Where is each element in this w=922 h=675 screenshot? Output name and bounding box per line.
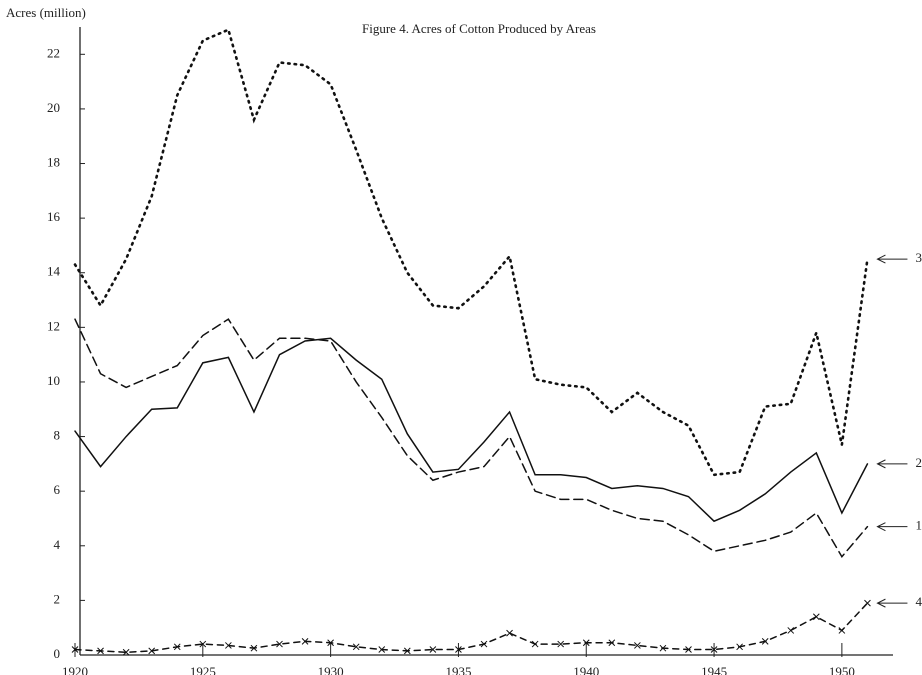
y-tick-label: 10 [47, 373, 60, 388]
x-tick-label: 1925 [190, 664, 216, 675]
chart-title: Figure 4. Acres of Cotton Produced by Ar… [362, 21, 596, 36]
y-tick-label: 2 [54, 591, 61, 606]
series-label: 2 [915, 455, 922, 470]
cross-marker [582, 639, 590, 647]
cross-marker [352, 643, 360, 651]
cross-marker [736, 643, 743, 651]
y-tick-label: 0 [54, 646, 61, 661]
series-label: 4 [915, 594, 922, 609]
cross-marker [173, 643, 181, 651]
cross-marker [71, 646, 79, 653]
y-tick-label: 12 [47, 318, 60, 333]
x-tick-label: 1935 [445, 664, 471, 675]
cross-marker [787, 627, 795, 634]
series-label: 3 [915, 250, 922, 265]
label-arrow [876, 598, 908, 608]
cross-marker [455, 646, 462, 653]
cross-marker [506, 629, 513, 637]
x-tick-label: 1930 [318, 664, 344, 675]
cross-marker [378, 646, 386, 653]
cross-marker [608, 639, 616, 647]
label-arrow [876, 459, 908, 469]
label-arrow [876, 522, 908, 532]
series-line [74, 337, 869, 523]
y-tick-label: 18 [47, 155, 60, 170]
y-tick-label: 6 [54, 482, 61, 497]
y-tick-label: 22 [47, 45, 60, 60]
cross-marker [531, 640, 539, 648]
cross-marker [761, 637, 769, 645]
cross-marker [429, 646, 437, 653]
series-line [74, 602, 869, 654]
series-line [74, 318, 869, 558]
y-tick-label: 14 [47, 264, 61, 279]
cross-marker [276, 640, 283, 648]
x-tick-label: 1950 [829, 664, 855, 675]
series-label: 1 [915, 518, 922, 533]
cross-marker [122, 648, 130, 656]
cross-marker [864, 599, 871, 607]
y-tick-label: 8 [54, 428, 61, 443]
cross-marker [225, 642, 232, 649]
cross-marker [403, 647, 411, 655]
cross-marker [327, 639, 334, 647]
cross-marker [557, 640, 565, 648]
x-tick-label: 1940 [573, 664, 599, 675]
cross-marker [659, 644, 667, 652]
y-tick-label: 16 [47, 209, 61, 224]
cross-marker [634, 642, 641, 649]
cross-marker [812, 613, 820, 621]
y-tick-label: 4 [54, 537, 61, 552]
x-tick-label: 1920 [62, 664, 88, 675]
cross-marker [710, 646, 718, 653]
cross-marker [480, 640, 488, 648]
cross-marker [199, 640, 207, 648]
label-arrow [876, 254, 908, 264]
cross-marker [301, 637, 309, 645]
y-axis-label: Acres (million) [6, 5, 86, 20]
cross-marker [685, 646, 692, 653]
x-tick-label: 1945 [701, 664, 727, 675]
cross-marker [148, 647, 156, 655]
series-line [73, 27, 869, 477]
y-tick-label: 20 [47, 100, 60, 115]
cross-marker [250, 644, 258, 652]
cross-marker [838, 627, 846, 634]
cross-marker [97, 647, 104, 655]
